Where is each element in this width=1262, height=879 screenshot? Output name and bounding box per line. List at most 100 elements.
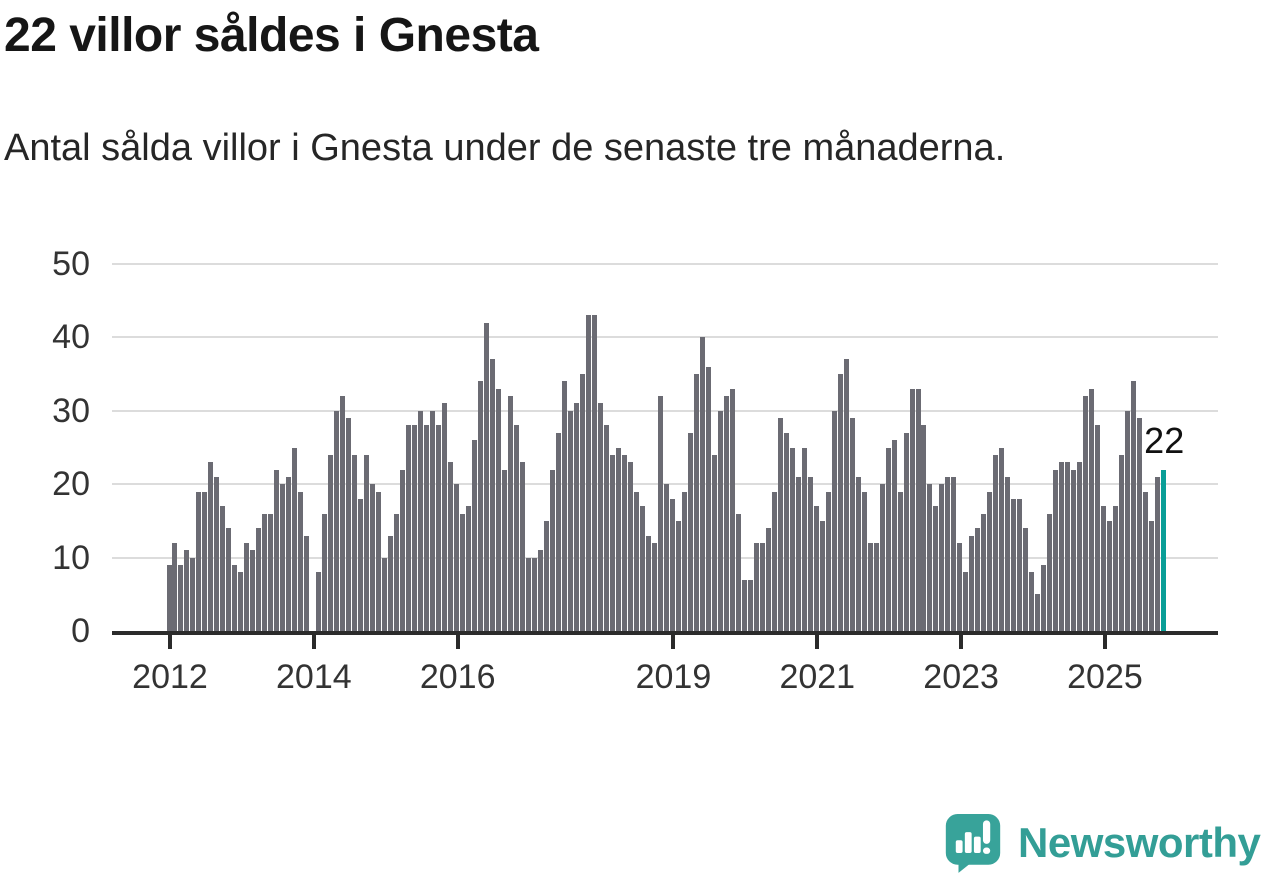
bar — [663, 484, 669, 631]
bar — [825, 491, 831, 631]
bar — [358, 498, 364, 631]
bar — [178, 564, 184, 631]
bar — [783, 432, 789, 631]
bar — [490, 359, 496, 631]
bar — [885, 447, 891, 631]
y-axis-tick-label: 10 — [52, 538, 90, 577]
bar — [1119, 454, 1125, 631]
bar — [244, 542, 250, 631]
bar — [969, 535, 975, 631]
bar — [400, 469, 406, 631]
bar — [304, 535, 310, 631]
bar — [340, 396, 346, 631]
gridline — [112, 263, 1218, 265]
bar — [274, 469, 280, 631]
bar — [945, 476, 951, 631]
y-axis-tick-label: 50 — [52, 245, 90, 283]
newsworthy-logo-text: Newsworthy — [1018, 819, 1261, 866]
bar — [1035, 594, 1041, 631]
bar — [1155, 476, 1161, 631]
bar — [891, 440, 897, 631]
bar — [1071, 469, 1077, 631]
bar — [220, 506, 226, 631]
newsworthy-logo-icon — [945, 814, 1001, 873]
bar — [1101, 506, 1107, 631]
bar — [1137, 418, 1143, 631]
bar — [448, 462, 454, 631]
bar — [597, 403, 603, 631]
bar — [172, 542, 178, 631]
bar — [771, 491, 777, 631]
bar — [999, 447, 1005, 631]
x-axis-tick-label: 2021 — [779, 658, 856, 696]
bar — [729, 388, 735, 631]
bar — [849, 418, 855, 631]
bar — [759, 542, 765, 631]
bar — [927, 484, 933, 631]
bar — [496, 388, 502, 631]
bar — [1095, 425, 1101, 631]
x-axis-tick — [168, 635, 172, 649]
x-axis-tick — [671, 635, 676, 649]
bar — [280, 484, 286, 631]
bar — [196, 491, 202, 631]
bar — [855, 476, 861, 631]
bar — [202, 491, 208, 631]
bar — [346, 418, 352, 631]
bar — [705, 366, 711, 631]
bar — [208, 462, 214, 631]
bar — [316, 572, 322, 631]
bar — [981, 513, 987, 631]
x-axis-tick-label: 2019 — [635, 658, 712, 696]
bar — [1047, 513, 1053, 631]
bar — [442, 403, 448, 631]
y-axis-tick-label: 0 — [71, 612, 90, 650]
bar — [418, 410, 424, 631]
bar — [903, 432, 909, 631]
bar — [717, 410, 723, 631]
bar — [376, 491, 382, 631]
bar — [394, 513, 400, 631]
bar — [687, 432, 693, 631]
bar — [645, 535, 651, 631]
bar — [1041, 564, 1047, 631]
bar — [232, 564, 238, 631]
page-title: 22 villor såldes i Gnesta — [4, 9, 539, 62]
bar — [1065, 462, 1071, 631]
bar — [1077, 462, 1083, 631]
bar — [837, 374, 843, 631]
bar — [585, 315, 591, 631]
bar — [813, 506, 819, 631]
bar — [250, 550, 256, 631]
bar — [1131, 381, 1137, 631]
y-axis-tick-label: 20 — [52, 465, 90, 504]
bar — [388, 535, 394, 631]
bar — [508, 396, 514, 631]
bar — [987, 491, 993, 631]
bar — [532, 557, 537, 631]
bar — [1143, 491, 1149, 631]
bar — [238, 572, 244, 631]
bar — [801, 447, 807, 631]
bar — [412, 425, 418, 631]
gridline — [112, 409, 1218, 412]
bar — [579, 374, 585, 631]
bar — [262, 513, 268, 631]
x-axis-tick — [311, 635, 316, 649]
bar — [286, 476, 292, 631]
bar — [867, 542, 873, 631]
bar — [975, 528, 981, 631]
bar — [561, 381, 567, 631]
bar — [939, 484, 945, 631]
bar — [382, 557, 388, 631]
bar — [555, 432, 561, 631]
bar — [699, 337, 705, 631]
bar — [1083, 396, 1089, 631]
bar — [615, 447, 621, 631]
bar — [675, 520, 681, 631]
bar — [681, 491, 687, 631]
bar — [298, 491, 304, 631]
bar — [765, 528, 771, 631]
bar — [514, 425, 520, 631]
x-axis-tick-label: 2016 — [419, 658, 496, 696]
